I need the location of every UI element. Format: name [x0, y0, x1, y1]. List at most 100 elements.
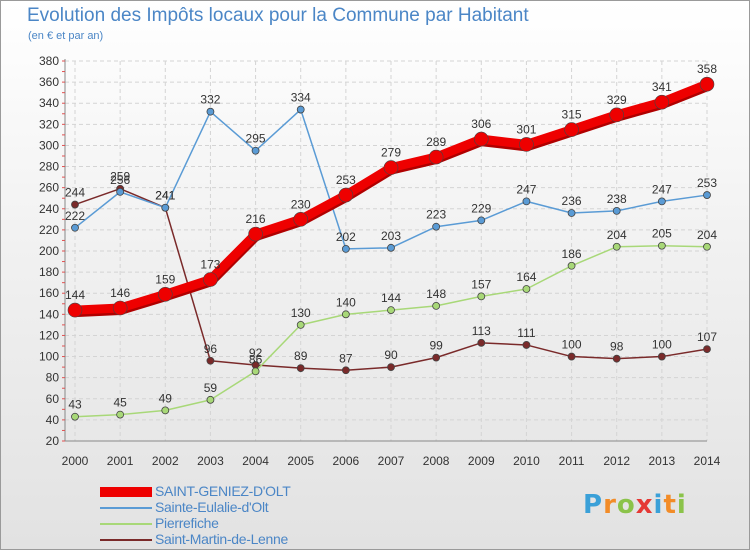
- data-label: 49: [159, 391, 173, 405]
- x-tick-label: 2003: [197, 454, 224, 468]
- data-label: 229: [471, 201, 491, 215]
- logo-letter: P: [583, 490, 604, 520]
- data-point: [612, 354, 621, 363]
- data-label: 202: [336, 230, 356, 244]
- legend-item: Sainte-Eulalie-d'Olt: [100, 499, 420, 516]
- data-label: 173: [200, 258, 220, 272]
- data-point: [341, 366, 350, 375]
- legend-label: Sainte-Eulalie-d'Olt: [155, 499, 269, 515]
- data-point: [67, 302, 83, 318]
- x-tick-label: 2014: [694, 454, 721, 468]
- data-label: 203: [381, 229, 401, 243]
- data-point: [703, 242, 711, 251]
- logo-letter: i: [653, 490, 664, 520]
- x-tick-label: 2007: [378, 454, 405, 468]
- y-tick-label: 300: [39, 138, 59, 152]
- y-tick-label: 60: [46, 392, 60, 406]
- legend-label: SAINT-GENIEZ-D'OLT: [155, 483, 291, 499]
- data-point: [522, 285, 531, 293]
- y-tick-label: 200: [39, 244, 59, 258]
- legend-swatch: [100, 523, 152, 525]
- proxiti-logo: Proxiti: [583, 490, 687, 520]
- data-label: 253: [336, 173, 356, 187]
- data-point: [71, 412, 79, 421]
- data-label: 259: [110, 170, 130, 184]
- logo-letter: t: [663, 490, 677, 520]
- data-label: 289: [426, 135, 446, 149]
- data-point: [341, 244, 350, 253]
- x-tick-label: 2004: [242, 454, 269, 468]
- data-point: [428, 149, 444, 165]
- data-label: 99: [429, 339, 443, 353]
- data-point: [161, 203, 170, 212]
- data-point: [251, 146, 260, 155]
- y-tick-label: 360: [39, 75, 59, 89]
- data-label: 204: [607, 228, 627, 242]
- data-point: [567, 261, 576, 270]
- x-tick-label: 2009: [468, 454, 495, 468]
- legend-item: Saint-Martin-de-Lenne: [100, 531, 420, 548]
- data-point: [161, 406, 170, 415]
- data-label: 96: [204, 342, 218, 356]
- y-tick-label: 220: [39, 223, 59, 237]
- legend-item: SAINT-GENIEZ-D'OLT: [100, 483, 420, 500]
- data-label: 247: [516, 182, 536, 196]
- data-label: 238: [607, 192, 627, 206]
- data-label: 186: [562, 247, 582, 261]
- x-tick-label: 2013: [649, 454, 676, 468]
- data-label: 164: [516, 270, 536, 284]
- data-label: 306: [471, 117, 491, 131]
- data-label: 92: [249, 346, 263, 360]
- x-tick-label: 2011: [559, 454, 585, 468]
- data-point: [206, 356, 215, 365]
- legend-swatch: [100, 539, 152, 541]
- data-label: 130: [291, 306, 311, 320]
- data-point: [654, 94, 670, 110]
- legend-item: Pierrefiche: [100, 515, 420, 532]
- x-tick-label: 2005: [287, 454, 314, 468]
- data-label: 216: [246, 212, 266, 226]
- data-label: 247: [652, 182, 672, 196]
- data-point: [206, 107, 215, 116]
- data-label: 113: [472, 324, 491, 338]
- data-label: 236: [562, 194, 582, 208]
- data-point: [112, 300, 128, 316]
- data-point: [338, 187, 354, 203]
- y-tick-label: 380: [39, 54, 59, 68]
- data-point: [296, 320, 305, 329]
- data-point: [432, 301, 441, 310]
- y-tick-label: 340: [39, 96, 59, 110]
- line-chart: 20 40 60 80 100 120 140 160 180 200 220 240 260 280 30…: [39, 54, 721, 468]
- data-point: [564, 122, 579, 137]
- data-label: 159: [155, 272, 175, 286]
- data-point: [206, 395, 215, 404]
- chart-title: Evolution des Impôts locaux pour la Comm…: [27, 5, 529, 26]
- y-tick-label: 40: [46, 413, 60, 427]
- data-label: 45: [113, 396, 127, 410]
- data-label: 301: [516, 122, 536, 136]
- data-point: [612, 206, 621, 215]
- data-point: [387, 363, 395, 372]
- legend-label: Pierrefiche: [155, 515, 219, 531]
- x-tick-label: 2002: [152, 454, 179, 468]
- y-tick-label: 180: [39, 265, 59, 279]
- data-label: 244: [65, 186, 85, 200]
- data-point: [657, 197, 666, 206]
- data-point: [522, 341, 531, 349]
- data-point: [703, 191, 711, 199]
- data-point: [203, 272, 218, 287]
- data-point: [251, 367, 260, 376]
- data-label: 334: [291, 91, 311, 105]
- data-point: [157, 286, 173, 302]
- y-tick-label: 80: [46, 371, 60, 385]
- data-point: [477, 292, 486, 301]
- data-point: [383, 160, 399, 175]
- data-label: 157: [471, 277, 491, 291]
- y-tick-label: 20: [46, 434, 60, 448]
- data-point: [116, 410, 125, 419]
- legend-swatch: [100, 507, 152, 509]
- data-point: [116, 187, 125, 196]
- y-tick-label: 120: [39, 328, 59, 342]
- data-point: [567, 352, 576, 361]
- data-label: 90: [384, 348, 398, 362]
